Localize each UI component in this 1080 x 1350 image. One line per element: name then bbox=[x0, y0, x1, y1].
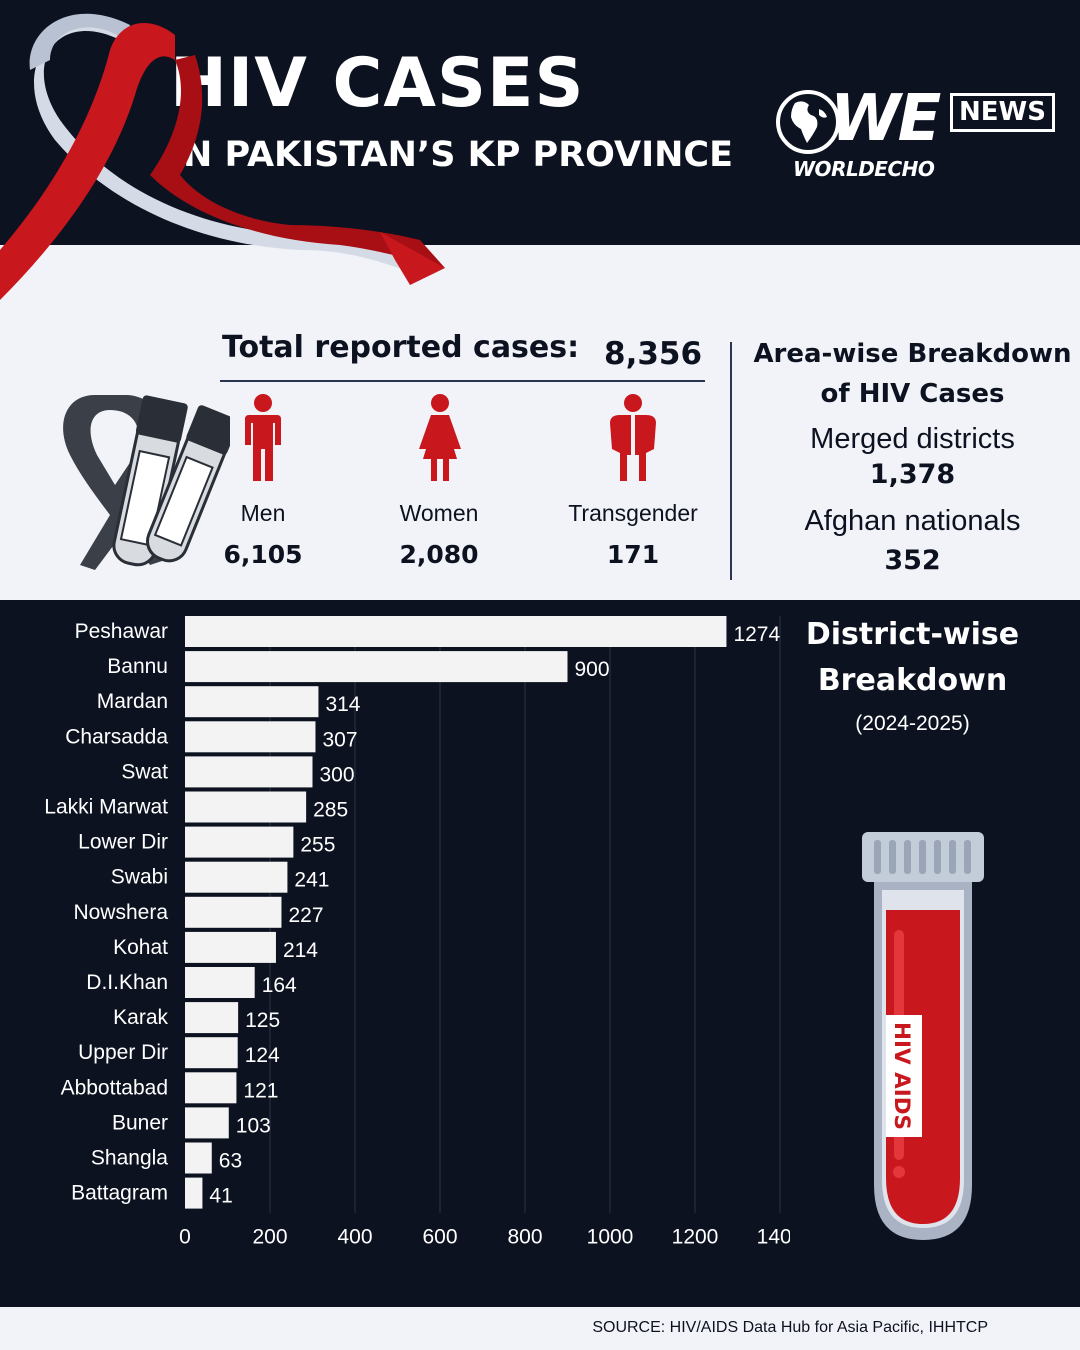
bar bbox=[185, 1142, 212, 1174]
bar bbox=[185, 1037, 238, 1069]
male-figure-icon bbox=[245, 394, 281, 481]
category-label: D.I.Khan bbox=[86, 971, 168, 994]
men-value: 6,105 bbox=[223, 540, 303, 569]
data-label: 41 bbox=[209, 1185, 232, 1208]
bar bbox=[185, 896, 282, 928]
total-cases-value: 8,356 bbox=[604, 336, 703, 372]
bar bbox=[185, 686, 319, 718]
category-label: Upper Dir bbox=[78, 1041, 168, 1064]
bar bbox=[185, 1107, 229, 1139]
afghan-nationals-value: 352 bbox=[884, 545, 941, 576]
logo-mark: WE bbox=[830, 82, 941, 156]
x-tick-label: 1000 bbox=[587, 1226, 634, 1249]
x-tick-label: 800 bbox=[507, 1226, 542, 1249]
area-title-line1: Area-wise Breakdown bbox=[753, 339, 1072, 369]
data-label: 285 bbox=[313, 799, 348, 822]
category-label: Charsadda bbox=[65, 725, 168, 748]
area-title-line2: of HIV Cases bbox=[820, 379, 1005, 409]
category-label: Buner bbox=[112, 1111, 168, 1134]
men-label: Men bbox=[240, 500, 286, 526]
bar bbox=[185, 1002, 239, 1034]
bar bbox=[185, 1072, 237, 1104]
category-label: Battagram bbox=[71, 1182, 168, 1205]
category-label: Swat bbox=[121, 760, 168, 783]
footer: SOURCE: HIV/AIDS Data Hub for Asia Pacif… bbox=[0, 1307, 1080, 1350]
category-label: Nowshera bbox=[73, 901, 168, 924]
logo-news-badge: NEWS bbox=[950, 93, 1055, 132]
data-label: 314 bbox=[325, 693, 360, 716]
transgender-figure-icon bbox=[610, 394, 656, 481]
page-subtitle: IN PAKISTAN’S KP PROVINCE bbox=[170, 135, 733, 175]
data-label: 214 bbox=[283, 939, 318, 962]
transgender-label: Transgender bbox=[568, 500, 698, 526]
source-note: SOURCE: HIV/AIDS Data Hub for Asia Pacif… bbox=[592, 1319, 988, 1336]
merged-districts-label: Merged districts bbox=[810, 423, 1015, 455]
category-label: Karak bbox=[113, 1006, 168, 1029]
bar bbox=[185, 967, 255, 998]
page-title: HIV CASES bbox=[170, 44, 585, 123]
data-label: 307 bbox=[322, 728, 357, 751]
x-tick-label: 0 bbox=[179, 1226, 191, 1249]
bar bbox=[185, 756, 313, 788]
data-label: 1274 bbox=[733, 623, 780, 646]
x-tick-label: 400 bbox=[337, 1226, 372, 1249]
women-value: 2,080 bbox=[399, 540, 479, 569]
category-label: Peshawar bbox=[75, 620, 168, 643]
hiv-test-tubes-icon bbox=[63, 395, 230, 570]
data-label: 300 bbox=[320, 763, 355, 786]
data-label: 164 bbox=[262, 974, 297, 997]
category-label: Mardan bbox=[97, 690, 168, 713]
data-label: 125 bbox=[245, 1009, 280, 1032]
data-label: 255 bbox=[300, 834, 335, 857]
awareness-ribbon-icon bbox=[0, 13, 445, 300]
category-label: Swabi bbox=[111, 866, 168, 889]
x-tick-label: 1200 bbox=[672, 1226, 719, 1249]
divider bbox=[220, 380, 705, 382]
chart-period: (2024-2025) bbox=[855, 712, 970, 735]
data-label: 124 bbox=[245, 1044, 280, 1067]
category-label: Shangla bbox=[91, 1147, 168, 1170]
vertical-divider bbox=[730, 342, 732, 580]
chart-title-line2: Breakdown bbox=[817, 663, 1008, 698]
bar bbox=[185, 826, 294, 858]
merged-districts-value: 1,378 bbox=[869, 459, 956, 490]
bar bbox=[185, 861, 288, 893]
bar bbox=[185, 791, 307, 823]
afghan-nationals-label: Afghan nationals bbox=[804, 505, 1021, 537]
bar bbox=[185, 931, 276, 963]
x-tick-label: 600 bbox=[422, 1226, 457, 1249]
category-label: Abbottabad bbox=[61, 1076, 168, 1099]
logo-wordmark: WORLDECHO bbox=[793, 157, 935, 181]
x-tick-label: 1400 bbox=[757, 1226, 790, 1249]
globe-icon bbox=[776, 90, 840, 154]
data-label: 121 bbox=[243, 1079, 278, 1102]
category-label: Bannu bbox=[107, 655, 168, 678]
bar bbox=[185, 1177, 203, 1209]
category-label: Kohat bbox=[113, 936, 168, 959]
bar bbox=[185, 651, 568, 683]
bar bbox=[185, 616, 727, 647]
category-label: Lakki Marwat bbox=[44, 796, 168, 819]
category-label: Lower Dir bbox=[78, 831, 168, 854]
data-label: 103 bbox=[236, 1114, 271, 1137]
data-label: 227 bbox=[288, 904, 323, 927]
data-label: 900 bbox=[575, 658, 610, 681]
chart-title-line1: District-wise bbox=[805, 617, 1020, 652]
worldecho-logo: WE NEWS WORLDECHO bbox=[775, 85, 1055, 185]
tube-label: HIV AIDS bbox=[890, 1022, 914, 1130]
female-figure-icon bbox=[419, 394, 461, 481]
bar bbox=[185, 721, 316, 753]
transgender-value: 171 bbox=[606, 540, 660, 569]
women-label: Women bbox=[399, 500, 479, 526]
data-label: 241 bbox=[294, 869, 329, 892]
hiv-aids-test-tube-icon: HIV AIDS bbox=[862, 832, 984, 1240]
data-label: 63 bbox=[219, 1150, 242, 1173]
x-tick-label: 200 bbox=[252, 1226, 287, 1249]
total-cases-label: Total reported cases: bbox=[222, 330, 580, 365]
district-bar-chart: 0 200 400 600 800 1000 1200 1400 Peshawar 1274 Ban… bbox=[44, 616, 790, 1249]
